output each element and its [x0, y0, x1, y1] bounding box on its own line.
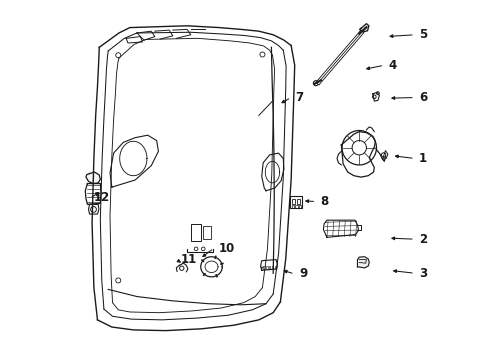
Polygon shape	[357, 257, 368, 268]
Bar	[298, 205, 301, 208]
Bar	[296, 199, 300, 204]
Text: 12: 12	[94, 192, 110, 204]
Bar	[203, 226, 211, 239]
Text: 7: 7	[295, 91, 303, 104]
Text: 4: 4	[388, 59, 396, 72]
Text: 11: 11	[180, 253, 197, 266]
Text: 5: 5	[418, 28, 427, 41]
Bar	[271, 266, 273, 269]
Bar	[295, 205, 297, 208]
Text: 3: 3	[418, 267, 427, 280]
Bar	[290, 197, 301, 208]
Text: 9: 9	[298, 267, 306, 280]
Polygon shape	[359, 24, 368, 32]
Text: 6: 6	[418, 91, 427, 104]
Text: 2: 2	[418, 233, 427, 246]
Text: 10: 10	[218, 242, 234, 255]
Bar	[291, 199, 295, 204]
Text: 8: 8	[320, 195, 328, 208]
Bar	[291, 205, 293, 208]
Bar	[268, 266, 270, 269]
Bar	[190, 224, 201, 241]
Polygon shape	[86, 172, 100, 184]
Bar	[265, 266, 267, 269]
Text: 1: 1	[418, 152, 427, 165]
Bar	[274, 266, 276, 269]
Bar	[263, 266, 264, 269]
